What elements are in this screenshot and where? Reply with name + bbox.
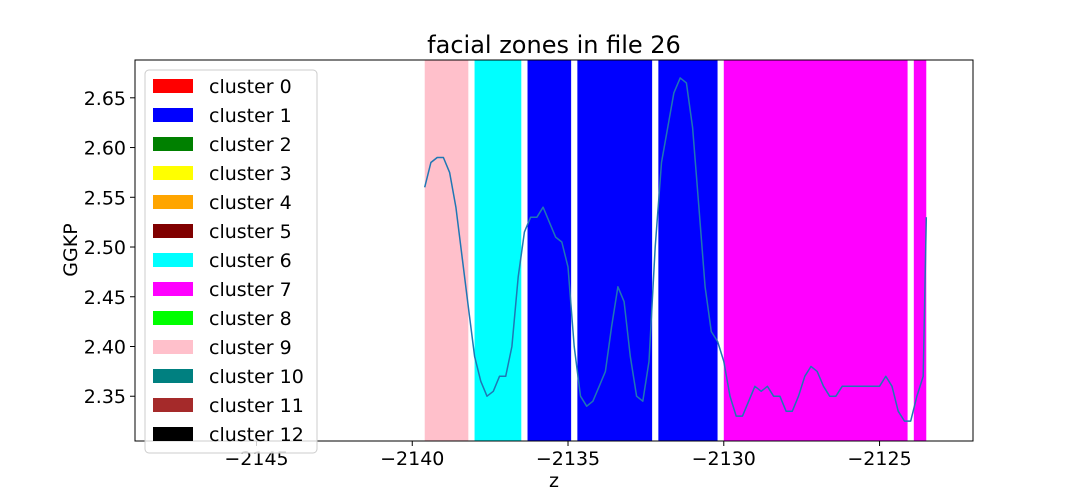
y-tick-label: 2.55	[84, 187, 126, 209]
ggkp-line-layer	[423, 77, 928, 422]
chart-title: facial zones in file 26	[427, 31, 681, 59]
series-line-0	[423, 77, 928, 422]
legend-swatch-cluster-12	[153, 427, 193, 441]
zone-cluster-7-5	[723, 60, 908, 441]
x-axis-title: z	[549, 470, 559, 492]
legend-box	[144, 69, 318, 454]
legend-label-cluster-4: cluster 4	[209, 192, 292, 214]
legend-label-cluster-6: cluster 6	[209, 250, 292, 272]
legend-label-cluster-0: cluster 0	[209, 76, 292, 98]
x-tick-label: −2140	[380, 448, 444, 470]
legend-label-cluster-9: cluster 9	[209, 337, 292, 359]
legend-swatch-cluster-10	[153, 369, 193, 383]
y-tick-label: 2.40	[84, 336, 126, 358]
y-tick-label: 2.60	[84, 138, 126, 160]
legend-label-cluster-2: cluster 2	[209, 134, 292, 156]
legend: cluster 0 cluster 1 cluster 2 cluster 3 clus…	[144, 69, 318, 454]
legend-label-cluster-1: cluster 1	[209, 105, 292, 127]
y-axis-ticks: 2.35 2.40 2.45 2.50 2.55 2.60 2.65	[84, 88, 135, 408]
legend-label-cluster-5: cluster 5	[209, 221, 292, 243]
legend-label-cluster-12: cluster 12	[209, 424, 304, 446]
legend-swatch-cluster-3	[153, 166, 193, 180]
y-tick-label: 2.35	[84, 386, 126, 408]
y-tick-label: 2.45	[84, 287, 126, 309]
x-tick-label: −2135	[536, 448, 600, 470]
legend-swatch-cluster-0	[153, 79, 193, 93]
legend-swatch-cluster-2	[153, 137, 193, 151]
legend-swatch-cluster-1	[153, 108, 193, 122]
zone-cluster-1-3	[577, 60, 653, 441]
legend-label-cluster-7: cluster 7	[209, 279, 292, 301]
legend-swatch-cluster-7	[153, 282, 193, 296]
y-axis-title: GGKP	[60, 223, 82, 276]
legend-swatch-cluster-5	[153, 224, 193, 238]
zone-cluster-1-4	[658, 60, 718, 441]
cluster-zones	[424, 60, 927, 441]
x-tick-label: −2130	[692, 448, 756, 470]
x-tick-label: −2125	[847, 448, 911, 470]
legend-label-cluster-8: cluster 8	[209, 308, 292, 330]
legend-swatch-cluster-6	[153, 253, 193, 267]
legend-label-cluster-10: cluster 10	[209, 366, 304, 388]
legend-swatch-cluster-4	[153, 195, 193, 209]
legend-label-cluster-3: cluster 3	[209, 163, 292, 185]
legend-label-cluster-11: cluster 11	[209, 395, 304, 417]
legend-swatch-cluster-8	[153, 311, 193, 325]
plot-frame	[134, 59, 974, 442]
legend-swatch-cluster-9	[153, 340, 193, 354]
y-tick-label: 2.65	[84, 88, 126, 110]
zone-cluster-6-1	[474, 60, 522, 441]
legend-swatch-cluster-11	[153, 398, 193, 412]
y-tick-label: 2.50	[84, 237, 126, 259]
